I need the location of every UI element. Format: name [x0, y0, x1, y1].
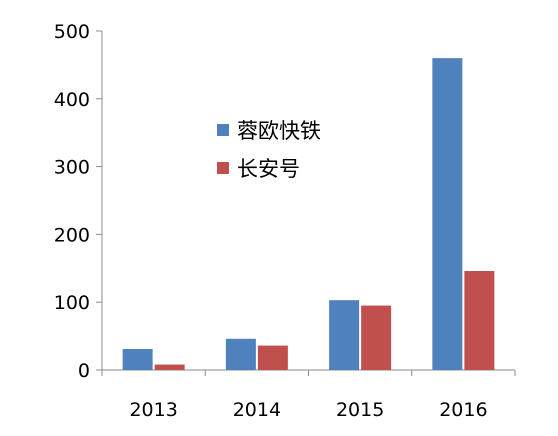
bar-series2-2014	[257, 345, 288, 370]
x-tick-label: 2016	[439, 399, 487, 421]
y-axis: 0 100 200 300 400 500	[54, 21, 103, 382]
bar-series1-2015	[329, 300, 360, 370]
bar-series1-2014	[225, 338, 256, 370]
legend-label: 蓉欧快铁	[237, 119, 321, 143]
x-tick-label: 2015	[336, 399, 384, 421]
bar-series2-2015	[361, 305, 392, 370]
y-tick-label: 300	[54, 157, 90, 179]
legend-label: 长安号	[237, 157, 300, 181]
y-tick-label: 400	[54, 89, 90, 111]
x-tick-label: 2013	[129, 399, 177, 421]
y-tick-label: 0	[78, 360, 90, 382]
bar-series1-2016	[432, 58, 463, 371]
x-tick-label: 2014	[233, 399, 281, 421]
y-tick-label: 200	[54, 224, 90, 246]
legend-swatch	[217, 124, 229, 136]
bar-series2-2013	[154, 364, 185, 370]
x-axis: 2013 2014 2015 2016	[101, 369, 516, 421]
y-tick-label: 100	[54, 292, 90, 314]
y-tick-label: 500	[54, 21, 90, 43]
bar-series2-2016	[464, 271, 495, 370]
bars	[122, 58, 495, 371]
legend-swatch	[217, 162, 229, 174]
bar-series1-2013	[122, 348, 153, 370]
